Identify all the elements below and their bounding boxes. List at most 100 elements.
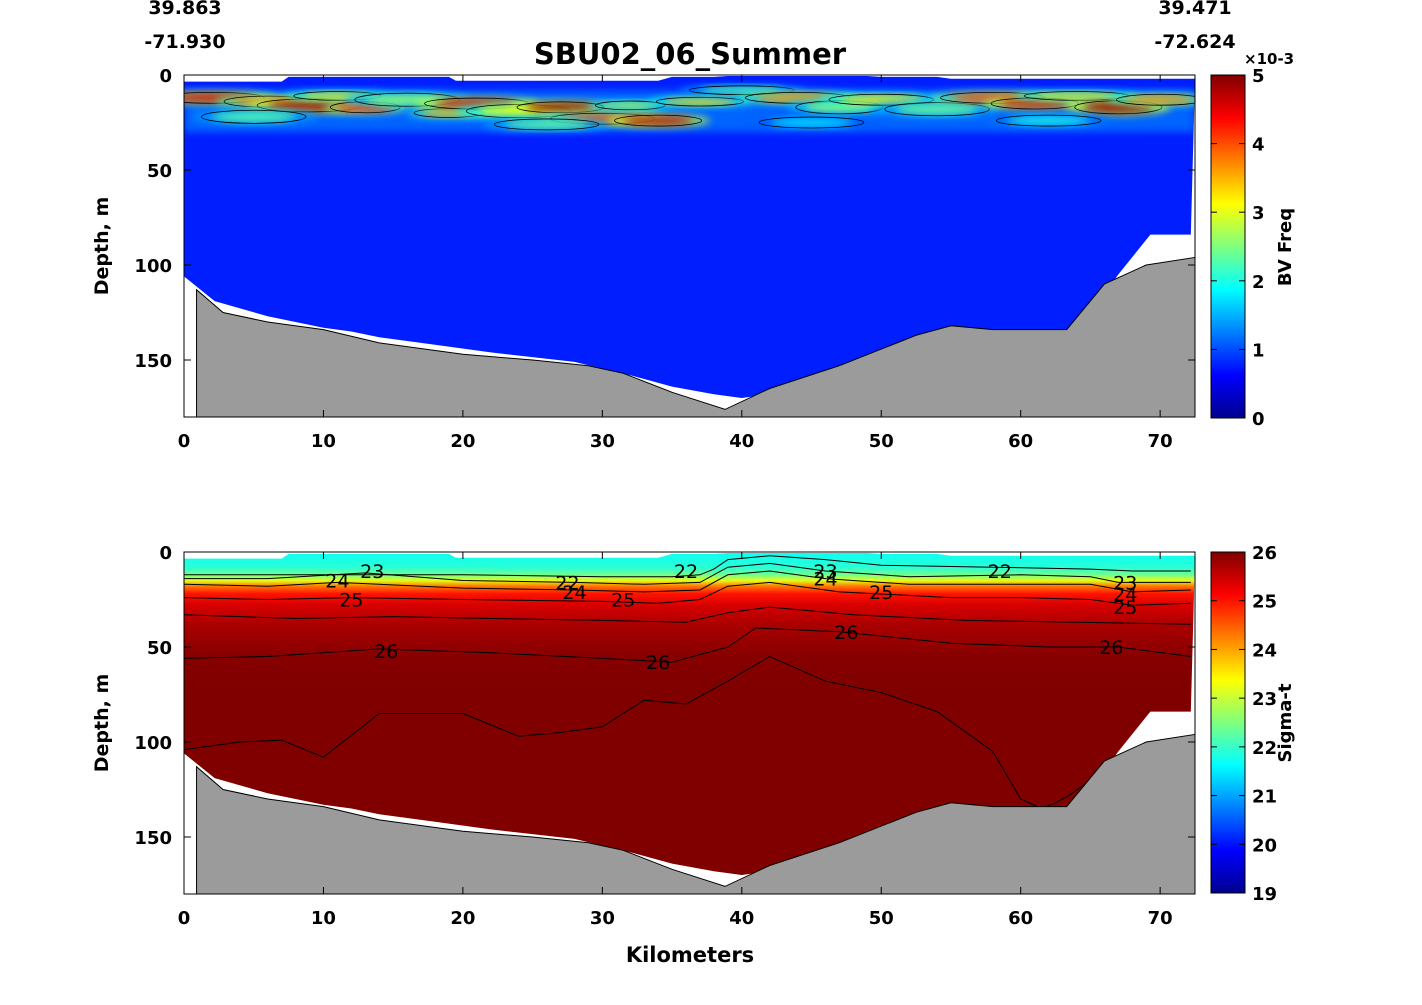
contour-label: 25 <box>339 590 363 612</box>
x-tick-label: 50 <box>869 908 894 929</box>
contour-label: 22 <box>555 572 579 594</box>
x-axis: 0 10 20 30 40 50 60 70 <box>178 75 1173 452</box>
colorbar <box>1210 74 1246 419</box>
y-tick-label: 0 <box>159 66 172 87</box>
colorbar-ticks: 0 1 2 3 4 5 <box>1211 66 1265 430</box>
bv-patch <box>623 116 693 125</box>
x-tick-label: 70 <box>1148 908 1173 929</box>
bv-contour <box>689 85 795 95</box>
colorbar-exponent: ×10-3 <box>1244 50 1294 68</box>
seafloor <box>196 256 1196 418</box>
contour-label: 25 <box>1113 597 1137 619</box>
contour-label: 22 <box>988 561 1012 583</box>
bv-contour <box>201 109 307 124</box>
contour-label: 24 <box>325 571 349 593</box>
isopycnal-25 <box>183 581 1191 606</box>
x-tick-label: 0 <box>178 431 191 452</box>
bv-patch <box>895 104 979 115</box>
axes-box <box>183 551 1196 895</box>
x-tick-label: 70 <box>1148 431 1173 452</box>
axes-box <box>183 74 1196 418</box>
sigma-field <box>184 552 1195 875</box>
bv-contour <box>884 102 990 117</box>
y-tick-label: 150 <box>134 351 172 372</box>
figure-title: SBU02_06_Summer <box>534 37 847 71</box>
bv-contour <box>758 116 865 129</box>
colorbar-ticks: 19 20 21 22 23 24 25 26 <box>1211 543 1277 905</box>
x-tick-label: 40 <box>729 908 754 929</box>
x-tick-label: 60 <box>1008 431 1033 452</box>
contour-label: 24 <box>562 582 586 604</box>
contour-label: 26 <box>1099 637 1123 659</box>
x-tick-label: 30 <box>590 431 615 452</box>
x-axis: 0 10 20 30 40 50 60 70 <box>178 552 1173 929</box>
bv-patch <box>211 111 296 122</box>
y-tick-label: 50 <box>147 638 172 659</box>
start-latitude: 39.863 <box>148 0 221 19</box>
x-tick-label: 60 <box>1008 908 1033 929</box>
end-latitude: 39.471 <box>1158 0 1231 19</box>
isopycnals <box>183 555 1191 810</box>
y-axis-label: Depth, m <box>91 197 113 296</box>
contour-label: 26 <box>646 652 670 674</box>
x-tick-label: 30 <box>590 908 615 929</box>
contour-label: 23 <box>1113 572 1137 594</box>
colorbar-tick-label: 2 <box>1252 272 1265 293</box>
colorbar-tick-label: 1 <box>1252 340 1265 361</box>
bv-patch <box>1125 95 1195 104</box>
isopycnal-25-5 <box>183 606 1191 625</box>
colorbar-tick-label: 5 <box>1252 66 1265 87</box>
bv-contour <box>655 96 744 107</box>
x-tick-label: 20 <box>450 908 475 929</box>
x-tick-label: 40 <box>729 431 754 452</box>
y-tick-label: 150 <box>134 828 172 849</box>
x-tick-label: 0 <box>178 908 191 929</box>
contour-label: 25 <box>611 590 635 612</box>
bv-patch <box>755 93 840 103</box>
colorbar-tick-label: 21 <box>1252 787 1277 808</box>
bv-patch <box>504 120 589 129</box>
y-tick-label: 50 <box>147 161 172 182</box>
y-tick-label: 100 <box>134 733 172 754</box>
colorbar-tick-label: 23 <box>1252 689 1277 710</box>
x-axis-label: Kilometers <box>626 943 754 967</box>
bv-freq-panel: 0 10 20 30 40 50 60 70 0 50 100 150 Depth, m 0 1 2 3 4… <box>91 50 1296 452</box>
colorbar <box>1210 551 1246 894</box>
y-axis: 0 50 100 150 <box>134 66 1195 372</box>
isopycnal-24 <box>183 570 1191 593</box>
y-tick-label: 0 <box>159 543 172 564</box>
colorbar-tick-label: 4 <box>1252 135 1265 156</box>
bv-patch <box>839 95 924 104</box>
colorbar-tick-label: 26 <box>1252 543 1277 564</box>
colorbar-label: Sigma-t <box>1275 683 1296 762</box>
colorbar-tick-label: 22 <box>1252 738 1277 759</box>
contour-label: 25 <box>869 582 893 604</box>
bv-contour <box>614 114 703 127</box>
bv-patch <box>1006 116 1091 125</box>
contour-label: 26 <box>834 622 858 644</box>
bv-patch <box>1034 92 1119 100</box>
colorbar-tick-label: 19 <box>1252 884 1277 905</box>
bv-patch <box>699 86 784 94</box>
contour-label: 22 <box>674 561 698 583</box>
bv-contour <box>995 114 1102 127</box>
isopycnal-26 <box>183 627 1191 663</box>
isopycnal-23 <box>184 562 1191 585</box>
bv-patch <box>769 118 854 127</box>
x-tick-label: 10 <box>311 431 336 452</box>
bv-patch <box>525 103 596 112</box>
contour-label: 24 <box>1113 584 1137 606</box>
colorbar-label: BV Freq <box>1275 208 1296 286</box>
contour-label: 23 <box>813 561 837 583</box>
colorbar-tick-label: 0 <box>1252 409 1265 430</box>
colorbar-tick-label: 24 <box>1252 640 1277 661</box>
x-tick-label: 50 <box>869 431 894 452</box>
isopycnal-22 <box>184 555 1191 578</box>
bv-patch <box>999 99 1070 108</box>
y-axis: 0 50 100 150 <box>134 543 1195 849</box>
x-tick-label: 10 <box>311 908 336 929</box>
end-longitude: -72.624 <box>1154 31 1235 53</box>
